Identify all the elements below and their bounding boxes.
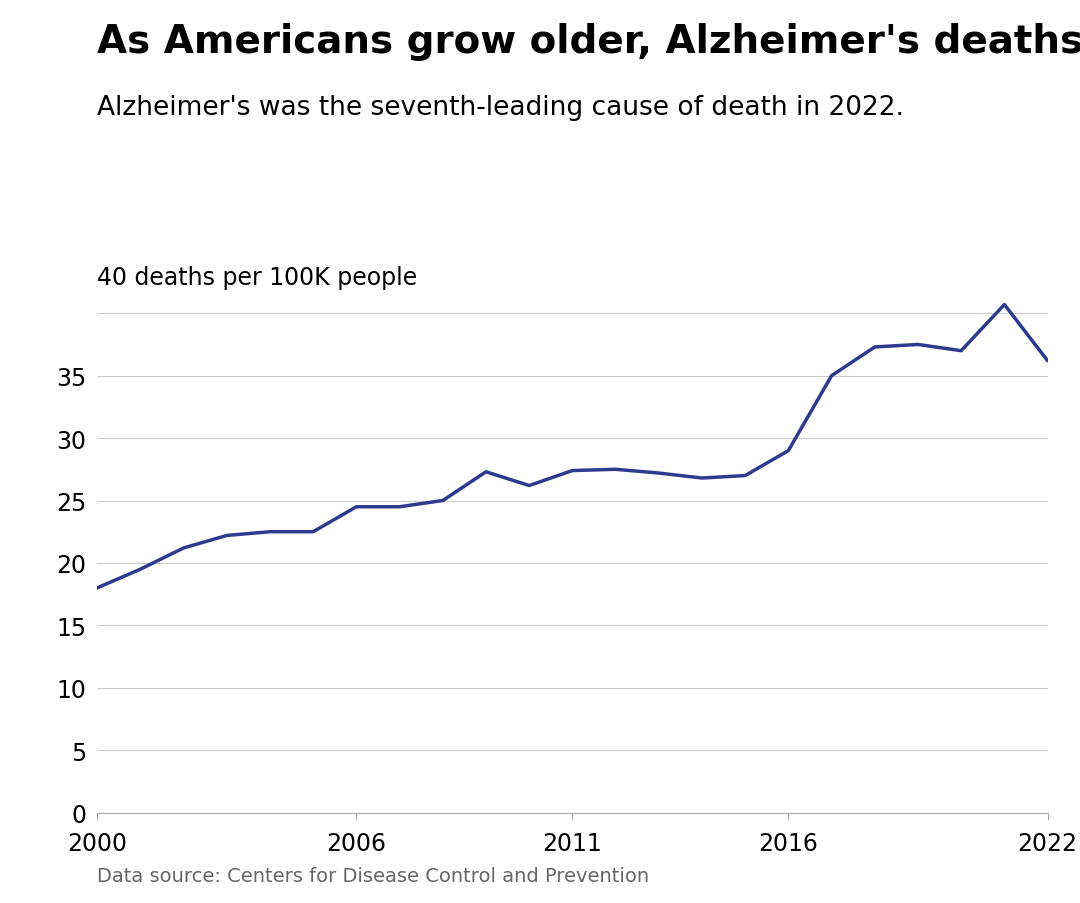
Text: Alzheimer's was the seventh-leading cause of death in 2022.: Alzheimer's was the seventh-leading caus…	[97, 95, 904, 121]
Text: 40 deaths per 100K people: 40 deaths per 100K people	[97, 265, 418, 289]
Text: Data source: Centers for Disease Control and Prevention: Data source: Centers for Disease Control…	[97, 866, 649, 885]
Text: As Americans grow older, Alzheimer's deaths rise: As Americans grow older, Alzheimer's dea…	[97, 23, 1080, 61]
